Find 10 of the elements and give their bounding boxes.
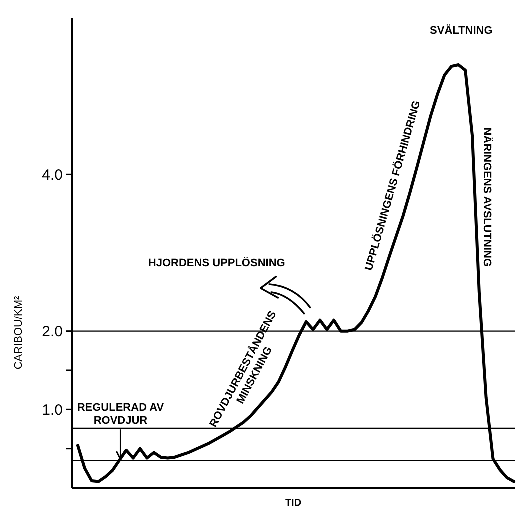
- annotation: HJORDENS UPPLÖSNING: [148, 256, 286, 270]
- line-series: [76, 64, 516, 484]
- y-tick-label: 2.0: [42, 324, 63, 341]
- annotation: NÄRINGENS AVSLUTNING: [480, 128, 494, 268]
- annotation: REGULERAD AV ROVDJUR: [77, 402, 165, 428]
- y-tick-label: 1.0: [42, 402, 63, 419]
- y-axis-title: CARIBOU/KM²: [13, 296, 25, 370]
- y-tick-label: 4.0: [42, 166, 63, 184]
- annotation: SVÄLTNING: [430, 24, 493, 37]
- x-axis-title: TID: [285, 498, 302, 509]
